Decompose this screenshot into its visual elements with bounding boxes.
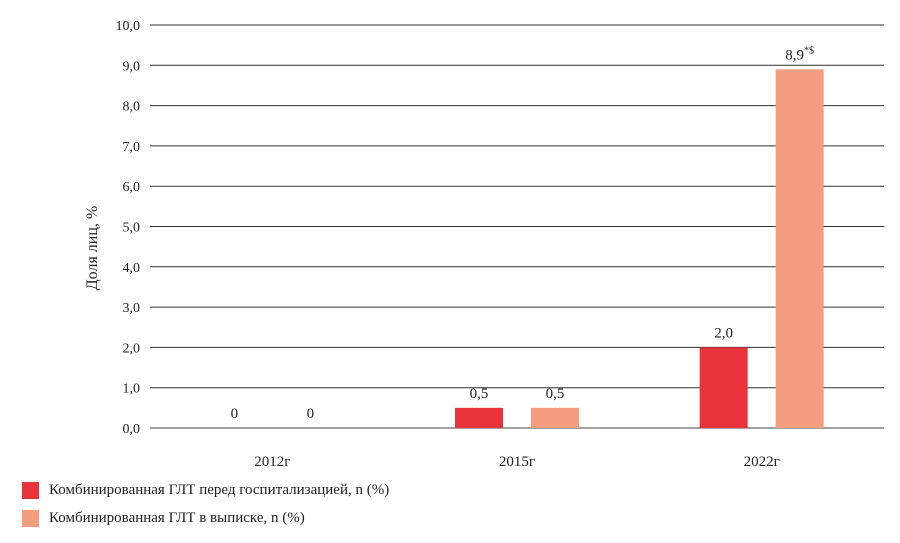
data-label: 8,9*$: [785, 45, 814, 63]
bar-chart: 0,0 1,0 2,0 3,0 4,0 5,0 6,0 7,0 8,0 9,0 10,0 0 0 0,5…: [84, 19, 884, 470]
y-tick-label: 6,0: [123, 180, 141, 195]
x-category-label: 2012г: [254, 454, 290, 470]
legend-swatch-series-2: [22, 509, 39, 527]
bar-series-1: [455, 407, 503, 428]
y-tick-label: 8,0: [123, 100, 141, 115]
legend: Комбинированная ГЛТ перед госпитализацие…: [22, 481, 389, 537]
gridlines: [150, 24, 884, 429]
data-label: 0,5: [546, 386, 565, 402]
y-tick-label: 7,0: [123, 140, 141, 155]
y-axis-ticks: 0,0 1,0 2,0 3,0 4,0 5,0 6,0 7,0 8,0 9,0 10,0: [116, 19, 141, 437]
data-label: 0,5: [470, 386, 489, 402]
data-label: 0: [231, 406, 239, 422]
y-axis-label: Доля лиц, %: [84, 206, 101, 290]
y-tick-label: 9,0: [123, 59, 141, 74]
bar-series-1: [699, 347, 748, 428]
y-tick-label: 3,0: [123, 301, 141, 316]
legend-item-series-2: Комбинированная ГЛТ в выписке, n (%): [22, 509, 389, 527]
x-axis-categories: 2012г 2015г 2022г: [254, 454, 779, 470]
y-tick-label: 5,0: [123, 221, 141, 236]
x-category-label: 2015г: [499, 454, 535, 470]
y-tick-label: 10,0: [116, 19, 141, 34]
bar-series-2: [531, 407, 579, 428]
bar-series-2: [775, 69, 824, 428]
x-category-label: 2022г: [744, 454, 780, 470]
data-label: 0: [307, 406, 315, 422]
legend-item-series-1: Комбинированная ГЛТ перед госпитализацие…: [22, 481, 389, 499]
y-tick-label: 2,0: [123, 341, 141, 356]
legend-swatch-series-1: [22, 481, 39, 499]
y-tick-label: 0,0: [123, 422, 141, 437]
legend-label-series-1: Комбинированная ГЛТ перед госпитализацие…: [49, 481, 390, 498]
data-label: 2,0: [714, 325, 733, 341]
bars: [455, 69, 824, 428]
y-tick-label: 1,0: [123, 382, 141, 397]
legend-label-series-2: Комбинированная ГЛТ в выписке, n (%): [49, 509, 305, 526]
y-tick-label: 4,0: [123, 261, 141, 276]
